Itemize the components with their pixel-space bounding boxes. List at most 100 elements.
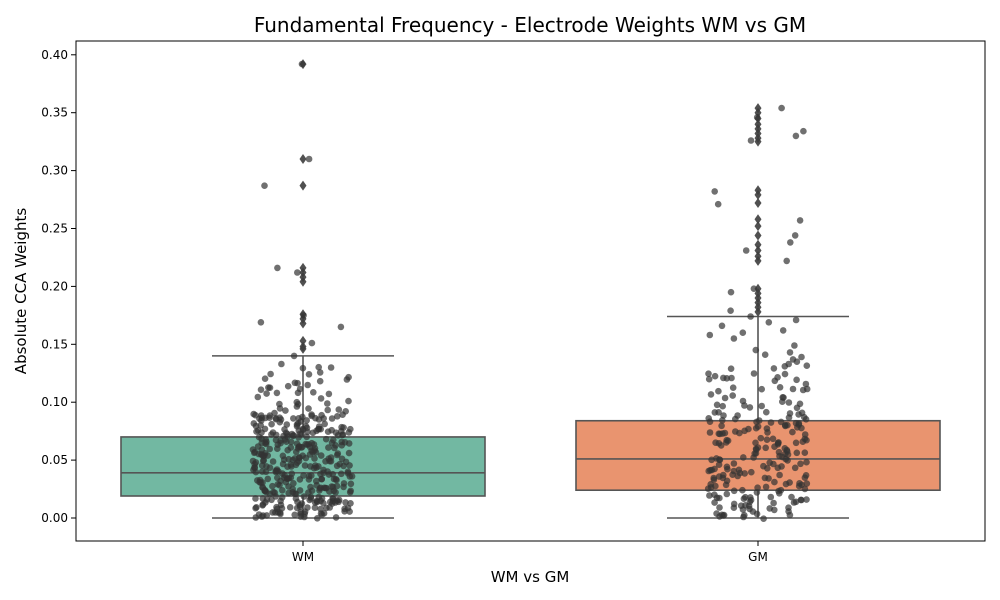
gm-strip-point xyxy=(782,480,790,488)
gm-strip-point xyxy=(802,416,810,423)
gm-strip-point xyxy=(763,425,771,432)
gm-strip-point xyxy=(803,362,811,370)
gm-strip-point xyxy=(801,474,809,482)
wm-strip-point xyxy=(316,377,324,385)
wm-strip-point xyxy=(276,405,284,412)
gm-strip-point xyxy=(792,498,800,506)
gm-strip-point xyxy=(792,316,800,324)
wm-strip-point xyxy=(326,457,333,465)
gm-strip-point xyxy=(789,385,797,393)
gm-strip-point xyxy=(750,454,757,461)
wm-strip-point xyxy=(303,433,311,441)
wm-strip-point xyxy=(345,429,353,436)
gm-strip-point xyxy=(803,480,811,487)
gm-strip-point xyxy=(721,394,729,402)
wm-strip-point xyxy=(256,478,263,486)
wm-strip-point xyxy=(292,448,300,456)
gm-strip-point xyxy=(785,414,793,421)
gm-strip-point xyxy=(771,377,779,385)
gm-strip-point xyxy=(724,465,731,473)
wm-strip-point xyxy=(284,382,292,390)
wm-strip-point xyxy=(284,446,292,454)
wm-strip-point xyxy=(252,468,260,476)
wm-strip-point xyxy=(308,487,316,495)
gm-strip-point xyxy=(801,485,809,493)
wm-strip-point xyxy=(312,414,319,422)
wm-strip-point xyxy=(268,431,275,438)
x-tick-label-gm: GM xyxy=(748,550,768,564)
gm-strip-point xyxy=(722,481,730,489)
gm-strip-point xyxy=(771,478,778,486)
gm-strip-point xyxy=(708,456,715,464)
wm-outlier-marker xyxy=(299,335,307,346)
wm-strip-point xyxy=(338,442,346,449)
gm-strip-point xyxy=(793,358,801,366)
wm-strip-point xyxy=(278,360,285,368)
y-tick-label: 0.05 xyxy=(41,453,68,467)
gm-strip-point xyxy=(797,460,804,468)
wm-strip-point xyxy=(308,339,316,347)
gm-strip-point xyxy=(745,502,753,510)
wm-strip-point xyxy=(287,438,295,446)
gm-strip-point xyxy=(732,415,739,423)
gm-strip-point xyxy=(705,375,713,383)
wm-strip-point xyxy=(346,489,354,496)
gm-strip-point xyxy=(783,257,790,265)
chart-title: Fundamental Frequency - Electrode Weight… xyxy=(254,13,806,37)
gm-strip-point xyxy=(727,288,735,296)
gm-strip-point xyxy=(752,424,760,432)
y-tick-label: 0.25 xyxy=(41,222,68,236)
gm-strip-point xyxy=(800,127,807,135)
wm-strip-point xyxy=(296,476,304,483)
wm-strip-point xyxy=(276,481,283,489)
gm-strip-point xyxy=(792,132,800,140)
gm-strip-point xyxy=(706,429,714,436)
y-tick-label: 0.40 xyxy=(41,48,68,62)
y-tick-label: 0.20 xyxy=(41,279,68,293)
y-tick-label: 0.10 xyxy=(41,395,68,409)
gm-strip-point xyxy=(750,285,758,293)
wm-strip-point xyxy=(311,504,319,512)
wm-strip-point xyxy=(326,504,334,511)
gm-strip-point xyxy=(740,454,747,461)
gm-strip-point xyxy=(742,493,749,501)
gm-strip-point xyxy=(715,387,722,395)
wm-strip-point xyxy=(261,375,269,383)
wm-strip-point xyxy=(286,504,294,511)
wm-strip-point xyxy=(287,461,295,468)
wm-strip-point xyxy=(278,494,286,501)
wm-strip-point xyxy=(338,470,345,478)
gm-strip-point xyxy=(769,435,777,443)
wm-strip-point xyxy=(283,438,290,446)
wm-strip-point xyxy=(259,502,266,509)
wm-strip-point xyxy=(305,371,313,378)
gm-strip-point xyxy=(755,417,763,424)
gm-strip-point xyxy=(776,384,784,391)
wm-strip-point xyxy=(342,499,349,506)
gm-strip-point xyxy=(757,434,765,442)
wm-strip-point xyxy=(294,379,301,387)
wm-strip-point xyxy=(305,405,312,412)
wm-strip-point xyxy=(317,425,325,433)
gm-strip-point xyxy=(739,486,746,494)
gm-strip-point xyxy=(730,504,738,512)
gm-strip-point xyxy=(729,392,736,399)
x-axis-label: WM vs GM xyxy=(491,568,570,586)
gm-strip-point xyxy=(761,474,769,482)
gm-strip-point xyxy=(791,342,798,349)
gm-strip-point xyxy=(758,385,765,393)
gm-strip-point xyxy=(789,428,796,436)
wm-strip-point xyxy=(300,493,308,500)
gm-outlier-marker xyxy=(754,245,762,256)
gm-strip-point xyxy=(714,200,722,208)
gm-strip-point xyxy=(788,493,795,501)
wm-strip-point xyxy=(269,482,276,490)
wm-strip-point xyxy=(318,511,326,518)
wm-strip-point xyxy=(345,440,353,447)
gm-strip-point xyxy=(718,422,725,430)
gm-strip-point xyxy=(793,449,801,457)
wm-strip-point xyxy=(268,420,275,428)
gm-strip-point xyxy=(707,484,715,491)
wm-strip-point xyxy=(261,182,268,189)
wm-strip-point xyxy=(273,503,280,511)
